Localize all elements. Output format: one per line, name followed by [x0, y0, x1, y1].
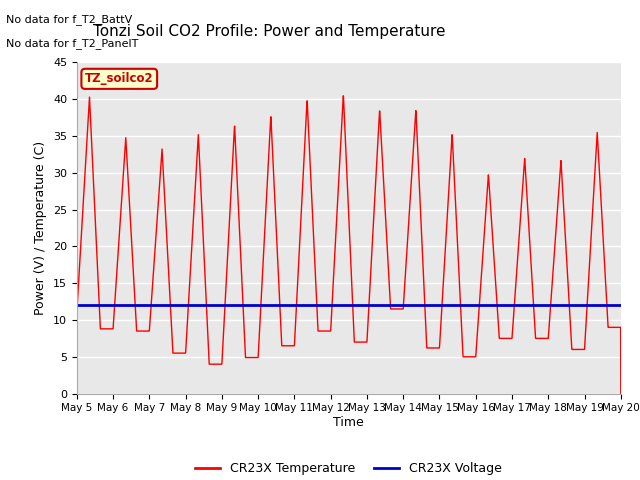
Legend: CR23X Temperature, CR23X Voltage: CR23X Temperature, CR23X Voltage: [190, 457, 508, 480]
Text: Tonzi Soil CO2 Profile: Power and Temperature: Tonzi Soil CO2 Profile: Power and Temper…: [93, 24, 445, 39]
X-axis label: Time: Time: [333, 416, 364, 429]
Y-axis label: Power (V) / Temperature (C): Power (V) / Temperature (C): [35, 141, 47, 315]
Text: TZ_soilco2: TZ_soilco2: [85, 72, 154, 85]
Text: No data for f_T2_BattV: No data for f_T2_BattV: [6, 14, 132, 25]
Text: No data for f_T2_PanelT: No data for f_T2_PanelT: [6, 38, 139, 49]
